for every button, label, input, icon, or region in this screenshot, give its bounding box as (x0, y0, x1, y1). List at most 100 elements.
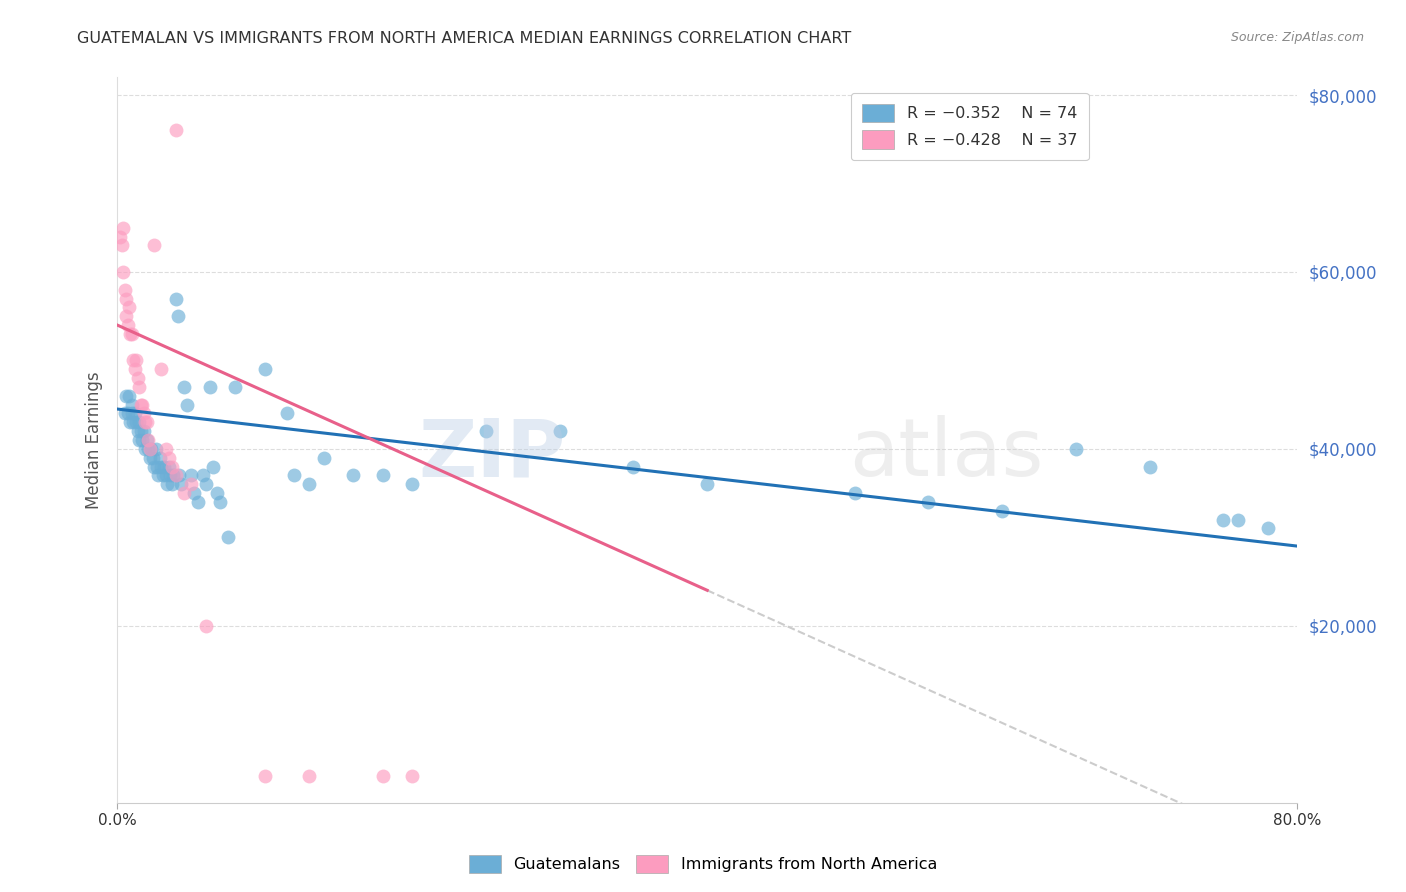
Legend: R = −0.352    N = 74, R = −0.428    N = 37: R = −0.352 N = 74, R = −0.428 N = 37 (851, 93, 1088, 160)
Point (150, 362, 173, 376)
Point (121, 407, 143, 421)
Point (276, 407, 298, 421)
Point (128, 380, 150, 394)
Point (120, 326, 142, 341)
Point (143, 459, 166, 474)
Point (191, 468, 214, 483)
Point (312, 450, 335, 465)
Point (183, 486, 205, 500)
Point (209, 495, 232, 509)
Y-axis label: Median Earnings: Median Earnings (86, 371, 103, 508)
Point (127, 371, 149, 385)
Point (548, 424, 571, 438)
Point (136, 442, 159, 456)
Point (122, 353, 145, 368)
Point (194, 618, 217, 632)
Point (176, 398, 198, 412)
Point (132, 424, 155, 438)
Point (153, 459, 176, 474)
Point (118, 389, 141, 403)
Point (991, 504, 1014, 518)
Point (187, 495, 209, 509)
Point (217, 530, 239, 544)
Point (156, 477, 179, 491)
Point (135, 415, 157, 429)
Point (159, 468, 181, 483)
Text: Source: ZipAtlas.com: Source: ZipAtlas.com (1230, 31, 1364, 45)
Point (121, 398, 143, 412)
Point (165, 123, 187, 137)
Point (112, 220, 135, 235)
Point (165, 468, 187, 483)
Point (127, 424, 149, 438)
Point (224, 380, 246, 394)
Point (115, 292, 138, 306)
Point (135, 433, 157, 447)
Point (134, 415, 156, 429)
Point (198, 380, 221, 394)
Point (146, 459, 169, 474)
Point (157, 459, 180, 474)
Point (623, 459, 645, 474)
Text: atlas: atlas (849, 416, 1043, 493)
Point (118, 301, 141, 315)
Point (1227, 512, 1250, 526)
Point (145, 442, 167, 456)
Point (125, 415, 148, 429)
Point (298, 769, 321, 783)
Point (108, 229, 131, 244)
Point (155, 442, 177, 456)
Point (202, 459, 225, 474)
Point (131, 433, 153, 447)
Point (114, 283, 136, 297)
Point (160, 477, 183, 491)
Point (180, 477, 202, 491)
Point (129, 398, 152, 412)
Point (131, 398, 153, 412)
Point (155, 468, 177, 483)
Point (138, 442, 160, 456)
Point (160, 459, 183, 474)
Point (115, 389, 138, 403)
Text: GUATEMALAN VS IMMIGRANTS FROM NORTH AMERICA MEDIAN EARNINGS CORRELATION CHART: GUATEMALAN VS IMMIGRANTS FROM NORTH AMER… (77, 31, 852, 46)
Point (166, 309, 188, 323)
Point (125, 353, 148, 368)
Point (112, 265, 135, 279)
Point (1139, 459, 1161, 474)
Point (134, 442, 156, 456)
Point (142, 450, 165, 465)
Point (117, 318, 139, 332)
Point (162, 468, 184, 483)
Point (110, 238, 132, 252)
Point (371, 468, 394, 483)
Point (401, 477, 423, 491)
Point (173, 486, 195, 500)
Point (129, 424, 152, 438)
Point (148, 468, 170, 483)
Point (298, 477, 321, 491)
Point (917, 495, 939, 509)
Point (844, 486, 866, 500)
Point (150, 459, 173, 474)
Point (283, 468, 305, 483)
Point (136, 433, 159, 447)
Point (149, 450, 172, 465)
Point (1064, 442, 1087, 456)
Point (132, 407, 155, 421)
Point (475, 424, 498, 438)
Point (401, 769, 423, 783)
Point (253, 362, 276, 376)
Legend: Guatemalans, Immigrants from North America: Guatemalans, Immigrants from North Ameri… (463, 848, 943, 880)
Point (124, 362, 146, 376)
Point (253, 769, 276, 783)
Point (143, 238, 166, 252)
Point (165, 292, 187, 306)
Point (1257, 521, 1279, 535)
Point (117, 407, 139, 421)
Point (121, 326, 143, 341)
Point (1212, 512, 1234, 526)
Point (114, 407, 136, 421)
Point (696, 477, 718, 491)
Point (115, 309, 138, 323)
Point (194, 477, 217, 491)
